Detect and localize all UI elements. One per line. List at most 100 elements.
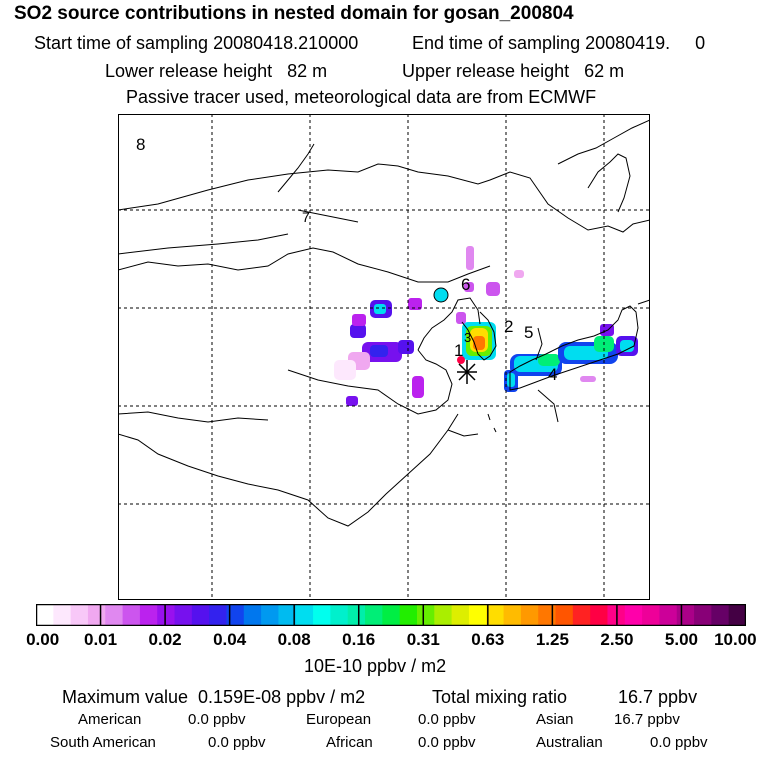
plume-china-2-core: [374, 304, 386, 314]
region-name-american: American: [78, 711, 142, 728]
upper-height-label: Upper release height 62 m: [402, 61, 625, 81]
colorbar-cell: [590, 604, 609, 626]
total-mixing-value: 16.7 ppbv: [618, 687, 698, 707]
plume-china-10: [412, 376, 424, 398]
colorbar-cell: [70, 604, 89, 626]
plume-receptor-hot: [457, 356, 465, 364]
region-name-south-american: South American: [50, 734, 156, 751]
plume-china-8: [433, 287, 449, 303]
colorbar-cell: [313, 604, 331, 626]
colorbar-tick-label: 0.31: [406, 630, 440, 649]
colorbar-tick-label: 0.04: [213, 630, 247, 649]
coastlines: [118, 119, 650, 527]
plume-korea-north: [456, 312, 466, 324]
colorbar-cell: [486, 604, 505, 626]
colorbar-cell: [572, 604, 591, 626]
region-value-australian: 0.0 ppbv: [650, 734, 708, 751]
region-name-australian: Australian: [536, 734, 603, 751]
plume-china-9: [464, 282, 474, 292]
colorbar-cell: [139, 604, 158, 626]
colorbar-cell: [226, 604, 245, 626]
region-label-3: 3: [464, 330, 471, 345]
colorbar-cell: [382, 604, 401, 626]
colorbar-cell: [243, 604, 262, 626]
region-value-european: 0.0 ppbv: [418, 711, 476, 728]
colorbar-cell: [122, 604, 141, 626]
plume-kyushu-core: [538, 354, 560, 366]
colorbar-cell: [642, 604, 661, 626]
colorbar: [36, 604, 746, 626]
plume-china-1: [350, 324, 366, 338]
region-label-7: 7: [302, 209, 310, 225]
region-label-1: 1: [454, 341, 463, 360]
plume-manchuria: [466, 246, 474, 270]
colorbar-tick-label: 0.16: [342, 630, 376, 649]
colorbar-cell: [87, 604, 106, 626]
region-label-4: 4: [548, 365, 557, 384]
colorbar-tick-label: 1.25: [535, 630, 569, 649]
map-panel: 8 7 6 2 5 3 1 4: [118, 114, 650, 600]
colorbar-cell: [36, 604, 54, 626]
colorbar-cell: [330, 604, 349, 626]
plume-china-4-core: [370, 345, 388, 357]
region-value-south-american: 0.0 ppbv: [208, 734, 266, 751]
plume-china-7: [408, 298, 422, 310]
plume-china-11: [346, 396, 358, 406]
colorbar-tick-label: 10.00: [714, 630, 757, 649]
colorbar-cell: [451, 604, 470, 626]
plume-manchuria-2: [514, 270, 524, 278]
plume-sea-spot: [580, 376, 596, 382]
colorbar-cell: [261, 604, 280, 626]
end-time-label: End time of sampling 20080419. 0: [412, 33, 706, 53]
region-value-asian: 16.7 ppbv: [614, 711, 680, 728]
colorbar-cell: [105, 604, 124, 626]
region-name-european: European: [306, 711, 372, 728]
plume-china-5: [398, 340, 414, 354]
region-label-8: 8: [136, 135, 145, 154]
plume-china-3: [352, 314, 366, 326]
map-frame: [118, 114, 650, 600]
colorbar-cell: [520, 604, 539, 626]
plume-china-haze: [334, 360, 356, 380]
colorbar-cell: [624, 604, 643, 626]
colorbar-cell: [295, 604, 314, 626]
colorbar-unit-label: 10E-10 ppbv / m2: [304, 656, 447, 676]
plot-title: SO2 source contributions in nested domai…: [14, 3, 574, 24]
colorbar-cell: [503, 604, 522, 626]
region-label-5: 5: [524, 323, 533, 342]
colorbar-cell: [694, 604, 712, 626]
colorbar-cell: [157, 604, 176, 626]
region-name-asian: Asian: [536, 711, 574, 728]
lower-height-label: Lower release height 82 m: [105, 61, 328, 81]
colorbar-cell: [538, 604, 557, 626]
colorbar-cell: [174, 604, 193, 626]
plume-kyushu-south-inner: [507, 373, 515, 387]
colorbar-tick-label: 2.50: [600, 630, 634, 649]
max-value-label: Maximum value 0.159E-08 ppbv / m2: [62, 687, 366, 707]
colorbar-tick-label: 5.00: [664, 630, 698, 649]
colorbar-tick-label: 0.08: [277, 630, 311, 649]
colorbar-cell: [209, 604, 228, 626]
colorbar-cell: [399, 604, 418, 626]
colorbar-cell: [468, 604, 487, 626]
tracer-note: Passive tracer used, meteorological data…: [126, 87, 597, 107]
colorbar-cell: [434, 604, 453, 626]
colorbar-tick-label: 0.00: [26, 630, 60, 649]
region-number-labels: 8 7 6 2 5 3 1 4: [136, 135, 557, 384]
colorbar-cell: [416, 604, 435, 626]
colorbar-cell: [347, 604, 366, 626]
receptor-star-marker: [457, 360, 477, 384]
colorbar-cell: [711, 604, 730, 626]
lat-lon-grid: [118, 114, 650, 600]
region-label-6: 6: [461, 275, 470, 294]
start-time-label: Start time of sampling 20080418.210000: [34, 33, 359, 53]
colorbar-tick-label: 0.63: [471, 630, 505, 649]
colorbar-cell: [278, 604, 297, 626]
region-name-african: African: [326, 734, 373, 751]
colorbar-cell: [191, 604, 210, 626]
colorbar-cell: [365, 604, 383, 626]
colorbar-tick-label: 0.01: [83, 630, 118, 649]
region-label-2: 2: [504, 317, 513, 336]
plume-kanto-inner: [620, 340, 634, 352]
colorbar-tick-label: 0.02: [148, 630, 182, 649]
